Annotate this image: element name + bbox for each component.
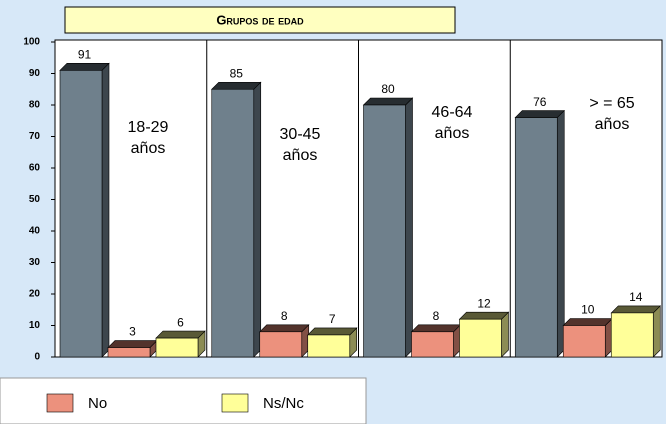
legend-swatch [47, 394, 73, 412]
value-label: 12 [477, 296, 491, 310]
value-label: 85 [230, 66, 244, 80]
y-tick-label: 50 [29, 194, 41, 205]
bar-top [108, 341, 157, 348]
bar-top [212, 82, 261, 89]
bar-side [254, 82, 261, 357]
legend-label: Ns/Nc [263, 395, 304, 412]
value-label: 14 [629, 290, 643, 304]
y-tick-label: 60 [29, 163, 41, 174]
value-label: 7 [329, 312, 336, 326]
y-tick-label: 100 [23, 37, 40, 48]
value-label: 8 [281, 309, 288, 323]
value-label: 76 [533, 95, 547, 109]
bar-side [502, 312, 509, 357]
bar-top [364, 98, 413, 105]
chart: Grupos de edad 0 10 20 30 40 50 60 70 80 90 100 91 3… [0, 0, 666, 424]
category-label: > = 65 años [577, 93, 647, 135]
bar-top [515, 111, 564, 118]
bar [412, 332, 454, 357]
legend-swatch [222, 394, 248, 412]
bar-side [102, 63, 109, 357]
legend-label: No [88, 395, 107, 412]
bar-top [260, 325, 309, 332]
category-label: 30-45 años [265, 124, 335, 166]
chart-svg: Grupos de edad 0 10 20 30 40 50 60 70 80 90 100 91 3… [0, 0, 666, 424]
bar [60, 70, 102, 357]
value-label: 91 [78, 48, 92, 62]
value-label: 8 [433, 309, 440, 323]
bar [156, 338, 198, 357]
category-label: 18-29 años [113, 117, 183, 159]
bar-side [406, 98, 413, 357]
y-tick-label: 90 [29, 68, 41, 79]
y-tick-label: 40 [29, 226, 41, 237]
y-tick-label: 30 [29, 257, 41, 268]
category-label: 46-64 años [417, 102, 487, 144]
bar-top [308, 328, 357, 335]
bar-top [412, 325, 461, 332]
bar [108, 348, 150, 357]
bar-side [557, 111, 564, 357]
bar [563, 326, 605, 358]
value-label: 10 [581, 303, 595, 317]
y-tick-label: 20 [29, 289, 41, 300]
y-tick-label: 10 [29, 320, 41, 331]
bar [611, 313, 653, 357]
y-tick-label: 0 [34, 352, 40, 363]
chart-title: Grupos de edad [216, 12, 304, 27]
value-label: 80 [381, 82, 395, 96]
value-label: 6 [177, 315, 184, 329]
bar [364, 105, 406, 357]
bar-top [460, 312, 509, 319]
bar-side [653, 306, 660, 357]
bar [460, 319, 502, 357]
bar [515, 118, 557, 357]
bar [308, 335, 350, 357]
bar [212, 89, 254, 357]
y-tick-label: 70 [29, 131, 41, 142]
bar [260, 332, 302, 357]
bar-top [60, 63, 109, 70]
bar-top [156, 331, 205, 338]
value-label: 3 [129, 325, 136, 339]
bar-top [563, 319, 612, 326]
y-tick-label: 80 [29, 100, 41, 111]
bar-top [611, 306, 660, 313]
